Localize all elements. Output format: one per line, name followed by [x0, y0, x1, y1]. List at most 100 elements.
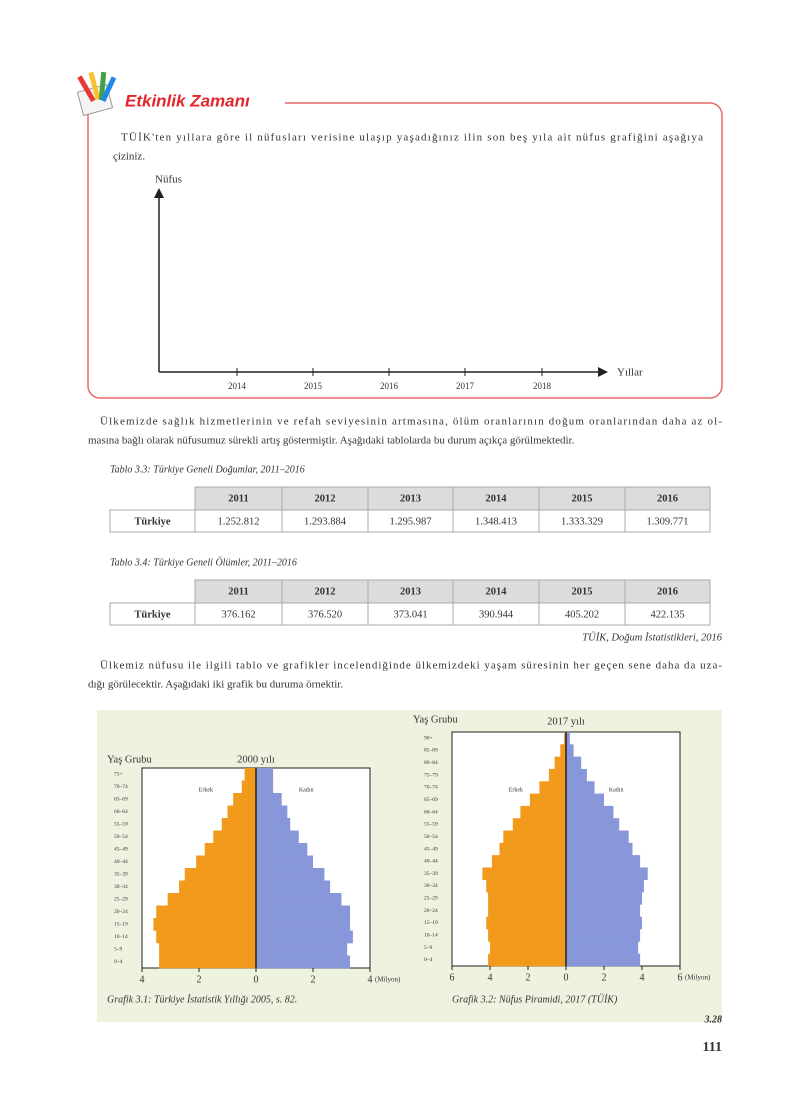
- age-label: 80–84: [424, 760, 438, 766]
- bar: [184, 868, 256, 881]
- age-label: 85–89: [424, 748, 438, 754]
- bar: [256, 930, 353, 944]
- bar: [256, 918, 351, 931]
- bar: [256, 818, 291, 831]
- age-label: 45–49: [114, 847, 128, 853]
- bar: [167, 893, 256, 906]
- age-label: 55–59: [114, 822, 128, 828]
- cell-value: 390.944: [479, 609, 514, 620]
- age-label: 10–14: [424, 932, 438, 938]
- age-label: 10–14: [114, 934, 128, 940]
- bar: [256, 805, 288, 819]
- chart-caption: Grafik 3.1: Türkiye İstatistik Yıllığı 2…: [107, 993, 297, 1005]
- x-tick-label: 2: [197, 974, 202, 985]
- series-label: Kadın: [299, 787, 314, 793]
- cell-value: 1.295.987: [390, 516, 432, 527]
- column-header: 2015: [572, 493, 593, 504]
- bar: [256, 830, 299, 844]
- column-header: 2012: [315, 586, 336, 597]
- cell-value: 376.520: [308, 609, 342, 620]
- bar: [196, 855, 256, 869]
- age-label: 40–44: [424, 859, 438, 865]
- bar: [566, 744, 574, 757]
- age-label: 65–69: [424, 797, 438, 803]
- bar: [566, 768, 587, 782]
- paragraph-line: Ülkemiz nüfusu ile ilgili tablo ve grafi…: [100, 660, 722, 672]
- age-label: 40–44: [114, 859, 128, 865]
- age-label: 20–24: [114, 909, 128, 915]
- column-header: 2013: [400, 586, 421, 597]
- activity-box: [87, 102, 723, 399]
- bar: [233, 793, 256, 806]
- bar: [503, 830, 566, 844]
- column-header: 2011: [228, 493, 248, 504]
- cell-value: 1.252.812: [218, 516, 260, 527]
- cell-value: 1.348.413: [475, 516, 517, 527]
- bar: [566, 793, 604, 807]
- x-tick-label: 0: [254, 974, 259, 985]
- year-label: 2015: [304, 381, 323, 391]
- age-label: 50–54: [114, 834, 128, 840]
- bar: [488, 929, 566, 942]
- paragraph-line: dığı görülecektir. Aşağıdaki iki grafik …: [88, 679, 343, 691]
- age-label: 45–49: [424, 846, 438, 852]
- chart-title: 2000 yılı: [237, 754, 275, 765]
- age-label: 30–34: [114, 884, 128, 890]
- bar: [548, 768, 566, 782]
- column-header: 2014: [486, 493, 508, 504]
- y-axis-title: Yaş Grubu: [107, 754, 152, 765]
- age-label: 5–9: [424, 945, 433, 951]
- bar: [213, 830, 256, 844]
- activity-title: Etkinlik Zamanı: [125, 91, 250, 110]
- age-label: 35–39: [114, 872, 128, 878]
- age-label: 5–9: [114, 947, 123, 953]
- x-axis-label: Yıllar: [617, 367, 643, 379]
- bar: [159, 955, 256, 969]
- bar: [256, 943, 348, 956]
- table-caption: Tablo 3.3: Türkiye Geneli Doğumlar, 2011…: [110, 464, 305, 475]
- age-label: 65–69: [114, 797, 128, 803]
- bar: [256, 780, 274, 794]
- column-header: 2011: [228, 586, 248, 597]
- bar: [486, 916, 566, 930]
- column-header: 2016: [657, 586, 678, 597]
- series-label: Erkek: [199, 787, 213, 793]
- bar: [554, 756, 566, 770]
- bar: [241, 780, 256, 794]
- column-header: 2013: [400, 493, 421, 504]
- bar: [566, 879, 644, 893]
- column-header: 2014: [486, 586, 508, 597]
- bar: [566, 916, 642, 930]
- bar: [256, 868, 325, 881]
- bar: [566, 842, 633, 856]
- bar: [488, 892, 566, 905]
- bar: [566, 867, 648, 881]
- bar: [566, 732, 570, 745]
- cell-value: 1.309.771: [647, 516, 689, 527]
- bar: [566, 830, 629, 844]
- paragraph-line: masına bağlı olarak nüfusumuz sürekli ar…: [88, 435, 575, 447]
- x-tick-label: 6: [678, 972, 683, 983]
- table-caption: Tablo 3.4: Türkiye Geneli Ölümler, 2011–…: [110, 556, 297, 568]
- x-tick-label: 4: [368, 974, 373, 985]
- x-tick-label: 0: [564, 972, 569, 983]
- row-header: Türkiye: [134, 516, 171, 527]
- y-axis-label: Nüfus: [155, 174, 182, 186]
- y-arrow: [154, 188, 164, 198]
- bar: [221, 818, 256, 831]
- instruction-line: çiziniz.: [113, 151, 145, 163]
- bar: [490, 941, 566, 954]
- bar: [156, 930, 256, 944]
- x-tick-label: 2: [526, 972, 531, 983]
- bar: [499, 842, 566, 856]
- age-label: 90+: [424, 735, 433, 741]
- bar: [482, 867, 566, 881]
- bar: [566, 953, 641, 967]
- bar: [244, 768, 256, 781]
- bar: [256, 905, 351, 919]
- cell-value: 1.293.884: [304, 516, 347, 527]
- cell-value: 373.041: [393, 609, 427, 620]
- bar: [153, 918, 256, 931]
- x-tick-label: 2: [311, 974, 316, 985]
- column-header: 2015: [572, 586, 593, 597]
